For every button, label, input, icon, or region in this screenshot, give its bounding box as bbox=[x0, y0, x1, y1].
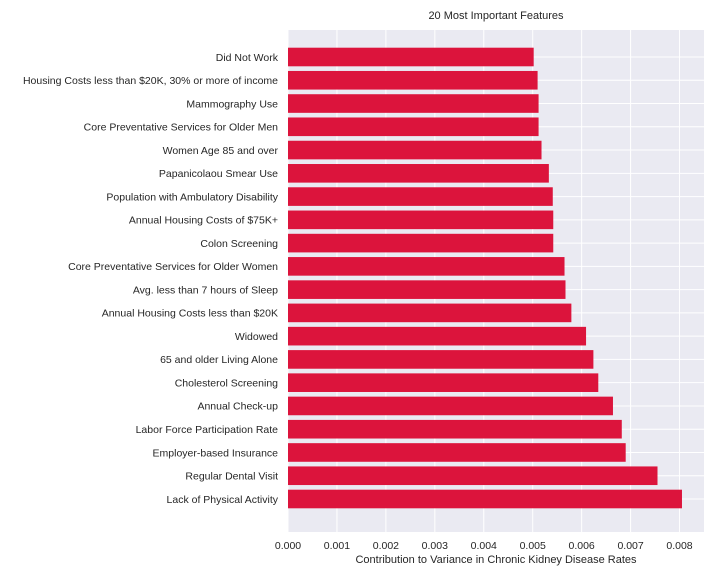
category-label: 65 and older Living Alone bbox=[160, 354, 278, 366]
bar bbox=[288, 47, 534, 67]
bar bbox=[288, 94, 539, 113]
bar bbox=[288, 210, 554, 230]
category-label: Avg. less than 7 hours of Sleep bbox=[133, 284, 278, 296]
category-label: Population with Ambulatory Disability bbox=[106, 191, 278, 203]
category-label: Widowed bbox=[235, 331, 278, 343]
x-tick-labels: 0.000 0.001 0.002 0.003 0.004 0.005 0.006 0.007… bbox=[275, 540, 693, 552]
category-label: Did Not Work bbox=[216, 52, 279, 64]
x-axis-label: Contribution to Variance in Chronic Kidn… bbox=[355, 554, 637, 566]
category-label: Annual Housing Costs less than $20K bbox=[102, 308, 278, 320]
bar bbox=[288, 373, 599, 392]
category-label: Regular Dental Visit bbox=[185, 471, 278, 483]
bar bbox=[288, 257, 565, 276]
bar bbox=[288, 233, 554, 253]
category-labels: Did Not Work Housing Costs less than $20K… bbox=[23, 52, 279, 506]
category-label: Papanicolaou Smear Use bbox=[159, 168, 278, 180]
category-label: Employer-based Insurance bbox=[153, 447, 279, 459]
x-tick-label: 0.005 bbox=[520, 540, 546, 552]
bar bbox=[288, 419, 622, 439]
bar bbox=[288, 140, 542, 160]
category-label: Core Preventative Services for Older Men bbox=[84, 122, 278, 134]
bar bbox=[288, 303, 572, 323]
category-label: Annual Check-up bbox=[197, 401, 278, 413]
x-tick-label: 0.002 bbox=[373, 540, 399, 552]
bar bbox=[288, 326, 587, 346]
x-tick-label: 0.004 bbox=[471, 540, 497, 552]
bar bbox=[288, 164, 549, 183]
x-tick-label: 0.008 bbox=[666, 540, 692, 552]
bars bbox=[288, 47, 682, 509]
category-label: Cholesterol Screening bbox=[175, 377, 278, 389]
bar bbox=[288, 280, 566, 299]
bar bbox=[288, 350, 594, 369]
category-label: Mammography Use bbox=[186, 98, 278, 110]
category-label: Annual Housing Costs of $75K+ bbox=[129, 215, 278, 227]
category-label: Colon Screening bbox=[200, 238, 278, 250]
chart-title: 20 Most Important Features bbox=[428, 10, 564, 22]
category-label: Women Age 85 and over bbox=[163, 145, 279, 157]
category-label: Lack of Physical Activity bbox=[167, 494, 279, 506]
category-label: Housing Costs less than $20K, 30% or mor… bbox=[23, 75, 278, 87]
bar bbox=[288, 489, 682, 509]
x-tick-label: 0.007 bbox=[617, 540, 643, 552]
category-label: Core Preventative Services for Older Wom… bbox=[68, 261, 278, 273]
bar bbox=[288, 466, 658, 486]
bar bbox=[288, 443, 626, 462]
x-tick-label: 0.000 bbox=[275, 540, 301, 552]
bar bbox=[288, 187, 553, 206]
x-tick-label: 0.006 bbox=[569, 540, 595, 552]
bar bbox=[288, 117, 539, 137]
bar bbox=[288, 70, 538, 90]
x-tick-label: 0.001 bbox=[324, 540, 350, 552]
bar bbox=[288, 396, 613, 416]
category-label: Labor Force Participation Rate bbox=[136, 424, 279, 436]
x-tick-label: 0.003 bbox=[422, 540, 448, 552]
